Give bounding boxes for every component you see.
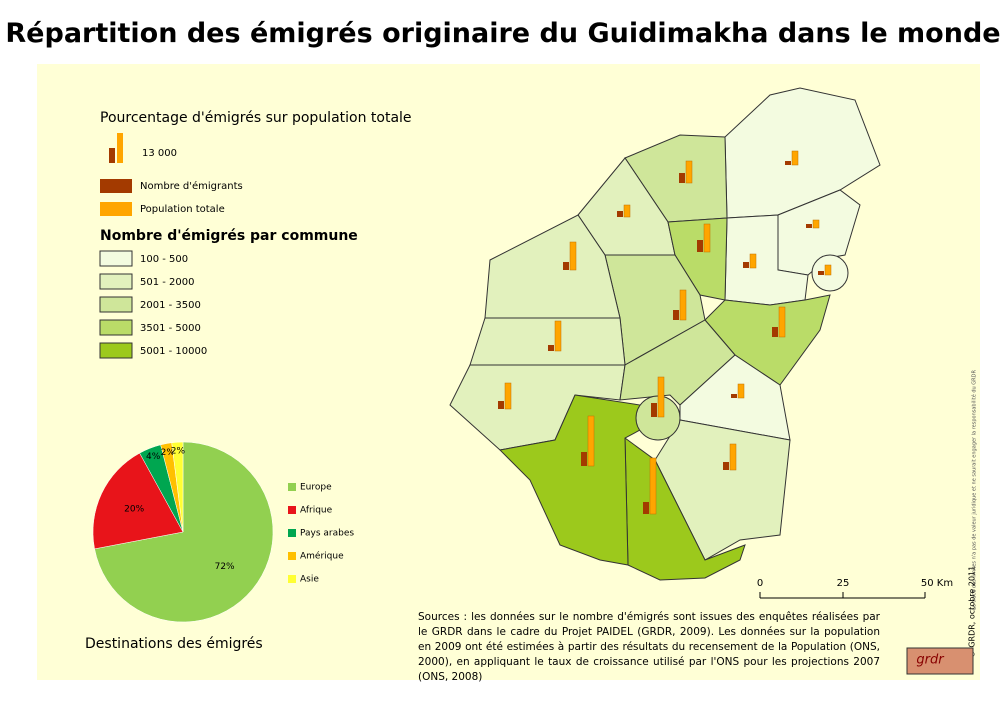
- map-bar: [731, 394, 737, 398]
- map-bar: [737, 383, 745, 399]
- scale-label: 50 Km: [921, 578, 953, 589]
- map-bar: [623, 204, 631, 218]
- pie-legend-swatch: [288, 529, 296, 537]
- credit: © GRDR, octobre 2011: [968, 566, 977, 658]
- map-bar: [651, 403, 657, 417]
- map-bar: [824, 264, 832, 276]
- class-swatch: [99, 250, 133, 267]
- legend-bar-icon: [109, 133, 123, 163]
- pie-title: Destinations des émigrés: [85, 636, 263, 652]
- scale-bar: 0 25 50 Km: [757, 578, 953, 599]
- class-label: 3501 - 5000: [140, 323, 201, 334]
- pie-legend-swatch: [288, 552, 296, 560]
- pie-legend-label: Asie: [300, 575, 319, 585]
- map-bar: [554, 320, 562, 352]
- pie-slice: [94, 441, 274, 623]
- map-bar: [818, 271, 824, 275]
- map-bar: [617, 211, 623, 217]
- map-bar: [778, 306, 786, 338]
- map-bar: [504, 382, 512, 410]
- commune: [667, 217, 728, 301]
- commune: [484, 214, 621, 319]
- classes-title: Nombre d'émigrés par commune: [100, 228, 358, 244]
- scale-label: 0: [757, 578, 763, 589]
- map-bar: [806, 224, 812, 228]
- commune: [498, 394, 641, 566]
- map-bar: [679, 173, 685, 183]
- pie-legend-label: Pays arabes: [300, 529, 354, 539]
- map: [449, 87, 881, 581]
- pie-label: 72%: [215, 562, 235, 572]
- pie-legend-swatch: [288, 506, 296, 514]
- side-note: Le tracé des limites n'a pas de valeur j…: [971, 369, 978, 609]
- class-label: 5001 - 10000: [140, 346, 207, 357]
- class-swatch: [99, 319, 133, 336]
- scale-label: 25: [837, 578, 850, 589]
- class-label: 2001 - 3500: [140, 300, 201, 311]
- legend-items: Nombre d'émigrants Population totale: [100, 179, 243, 216]
- pie-legend-label: Europe: [300, 483, 332, 493]
- class-swatch: [99, 273, 133, 290]
- map-bar: [772, 327, 778, 337]
- map-bar: [685, 160, 693, 184]
- map-bar: [679, 289, 687, 321]
- pie-label: 20%: [124, 505, 144, 515]
- map-bar: [581, 452, 587, 466]
- sources: Sources : les données sur le nombre d'ém…: [418, 611, 880, 683]
- map-bars: [498, 150, 832, 515]
- pie-label: 4%: [146, 452, 161, 462]
- map-bar: [498, 401, 504, 409]
- map-bar: [791, 150, 799, 166]
- legend-swatch: [100, 179, 132, 193]
- map-bar: [812, 219, 820, 229]
- map-bar: [649, 457, 657, 515]
- map-bar: [785, 161, 791, 165]
- pie-chart: 72% Europe 20% Afrique 4% Pays arabes 2% Amériq…: [92, 441, 354, 623]
- map-bar: [743, 262, 749, 268]
- title: Répartition des émigrés originaire du Gu…: [5, 18, 1001, 49]
- pie-label: 2%: [171, 447, 186, 457]
- map-bar: [697, 240, 703, 252]
- pie-legend-label: Amérique: [300, 551, 344, 562]
- pie-slice: [92, 452, 184, 550]
- pie-label: 2%: [161, 448, 176, 458]
- map-bar: [587, 415, 595, 467]
- map-bar: [569, 241, 577, 271]
- class-label: 100 - 500: [140, 254, 188, 265]
- logo-box: [906, 647, 974, 675]
- legend-scale-label: 13 000: [142, 148, 177, 159]
- class-legend: 100 - 500 501 - 2000 2001 - 3500 3501 - 500…: [99, 250, 207, 359]
- map-bar: [548, 345, 554, 351]
- icon-bar: [117, 133, 123, 163]
- commune: [469, 317, 626, 366]
- pie-slice: [171, 441, 184, 533]
- map-bar: [657, 376, 665, 418]
- legend-label: Population totale: [140, 204, 225, 215]
- class-label: 501 - 2000: [140, 277, 195, 288]
- legend-swatch: [100, 202, 132, 216]
- legend-title: Pourcentage d'émigrés sur population tot…: [100, 110, 412, 126]
- map-bar: [723, 462, 729, 470]
- pie-legend-label: Afrique: [300, 506, 333, 516]
- pie-legend-swatch: [288, 575, 296, 583]
- icon-bar: [109, 148, 115, 163]
- class-swatch: [99, 296, 133, 313]
- map-bar: [673, 310, 679, 320]
- map-bar: [749, 253, 757, 269]
- map-bar: [729, 443, 737, 471]
- class-swatch: [99, 342, 133, 359]
- legend-label: Nombre d'émigrants: [140, 180, 243, 192]
- map-bar: [643, 502, 649, 514]
- map-bar: [563, 262, 569, 270]
- pie-legend-swatch: [288, 483, 296, 491]
- logo: grdr: [916, 653, 945, 668]
- map-bar: [703, 223, 711, 253]
